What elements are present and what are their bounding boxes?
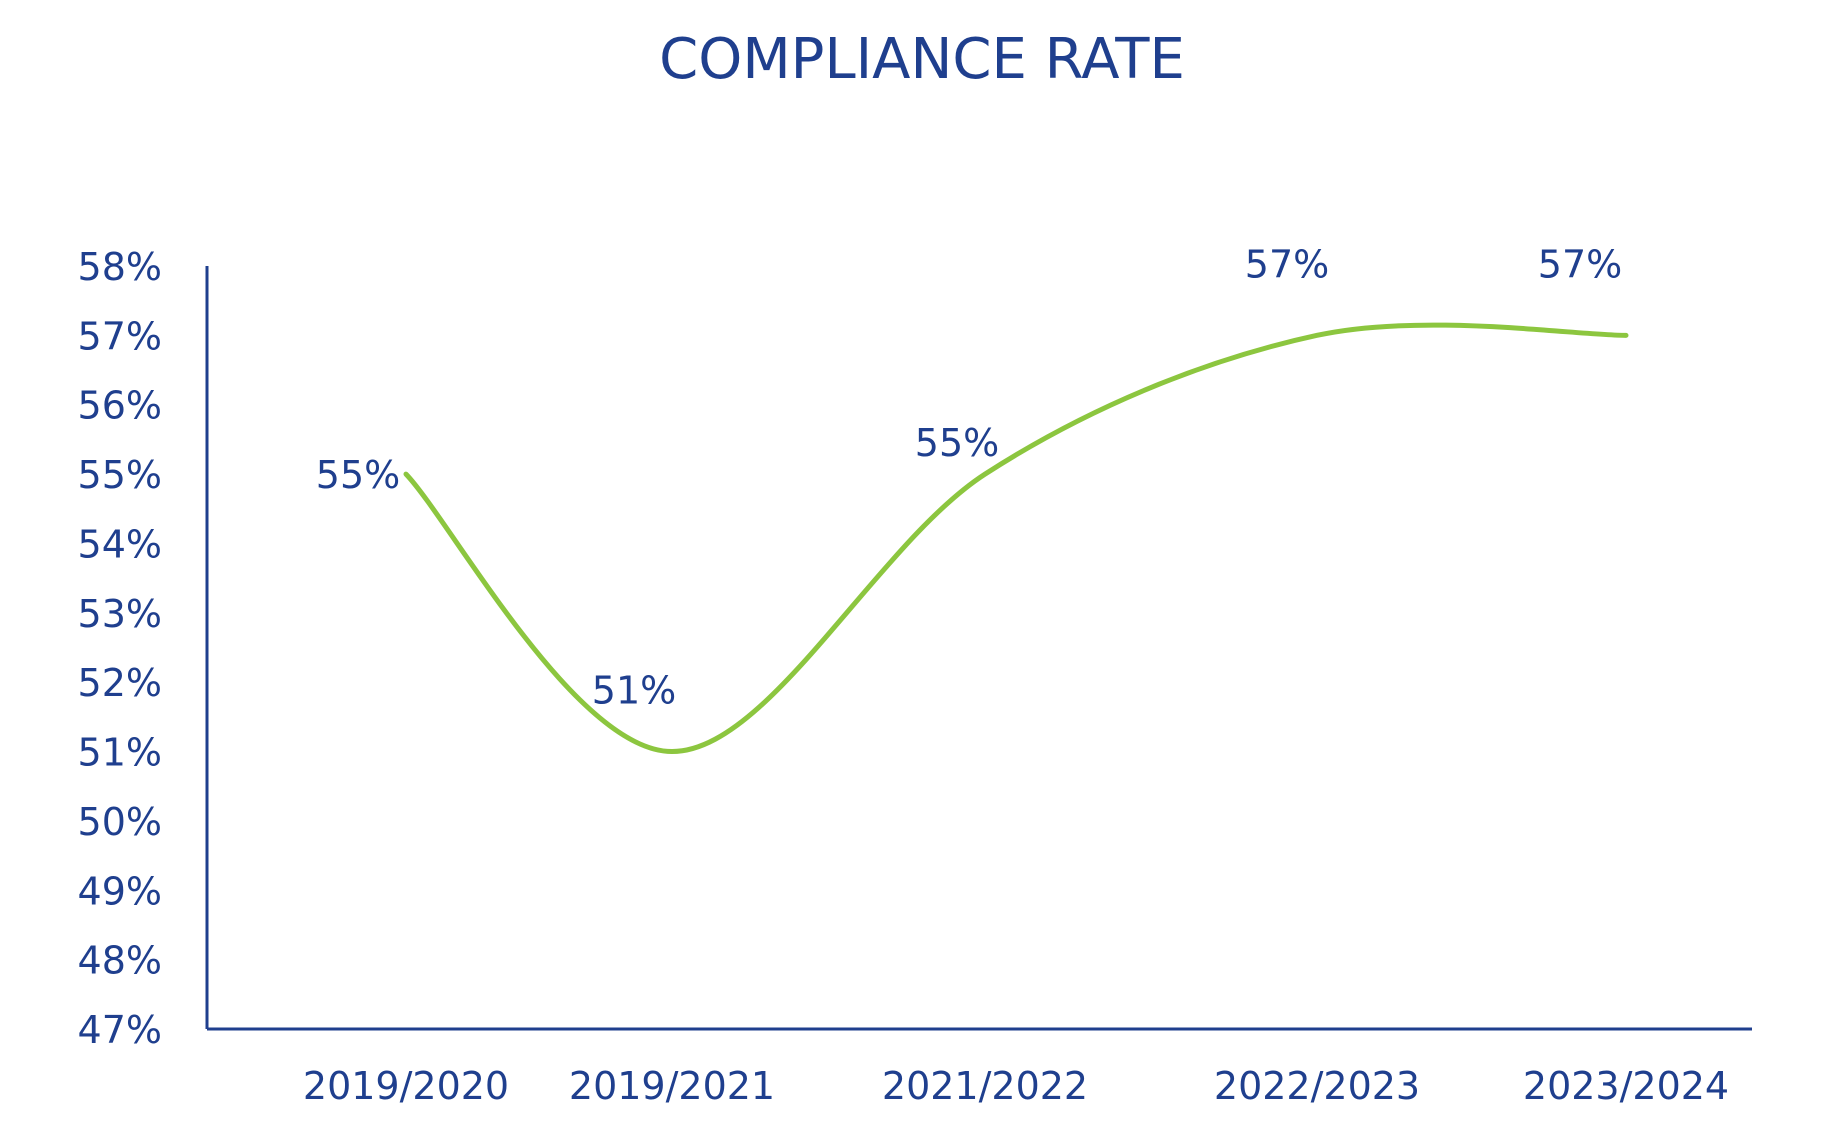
data-label: 51% bbox=[592, 669, 676, 713]
y-tick-label: 49% bbox=[78, 869, 162, 913]
data-label-layer: 55% 51% 55% 57% 57% bbox=[316, 242, 1622, 712]
series-line bbox=[403, 322, 1629, 755]
chart-title: COMPLIANCE RATE bbox=[659, 27, 1185, 92]
x-tick-label: 2019/2020 bbox=[303, 1064, 509, 1108]
x-tick-label: 2023/2024 bbox=[1523, 1064, 1729, 1108]
y-tick-label: 52% bbox=[78, 661, 162, 705]
y-tick-label: 57% bbox=[78, 314, 162, 358]
y-tick-label: 48% bbox=[78, 939, 162, 983]
x-tick-label: 2022/2023 bbox=[1214, 1064, 1420, 1108]
data-label: 55% bbox=[915, 421, 999, 465]
y-tick-label: 56% bbox=[78, 384, 162, 428]
y-tick-label: 51% bbox=[78, 731, 162, 775]
y-tick-label: 55% bbox=[78, 453, 162, 497]
y-axis: 47% 48% 49% 50% 51% 52% 53% 54% 55% 56% 57% 58% bbox=[78, 245, 209, 1052]
y-tick-label: 50% bbox=[78, 800, 162, 844]
y-tick-label: 54% bbox=[78, 522, 162, 566]
x-tick-label: 2019/2021 bbox=[569, 1064, 775, 1108]
x-tick-label: 2021/2022 bbox=[882, 1064, 1088, 1108]
y-tick-label: 53% bbox=[78, 592, 162, 636]
data-label: 57% bbox=[1245, 242, 1329, 286]
x-axis: 2019/2020 2019/2021 2021/2022 2022/2023 2023… bbox=[207, 1027, 1752, 1108]
y-tick-label: 58% bbox=[78, 245, 162, 289]
data-label: 55% bbox=[316, 453, 400, 497]
series-layer bbox=[403, 322, 1629, 755]
y-tick-label: 47% bbox=[78, 1008, 162, 1052]
data-label: 57% bbox=[1538, 242, 1622, 286]
